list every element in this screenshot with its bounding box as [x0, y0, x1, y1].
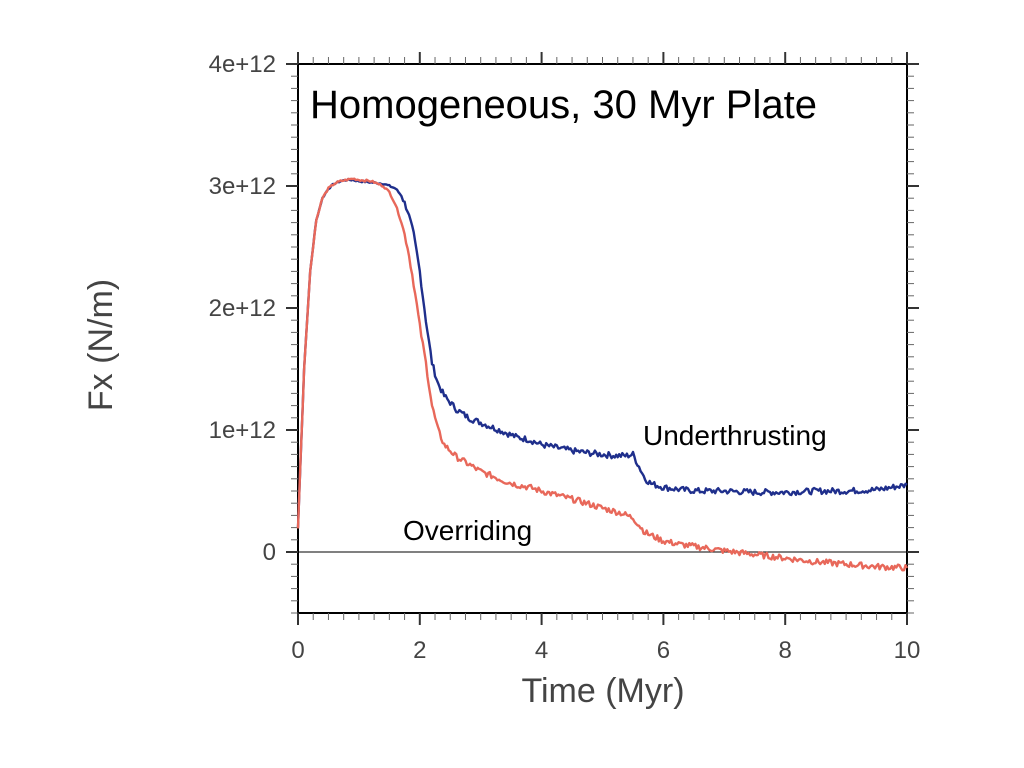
y-tick-label: 1e+12: [209, 417, 276, 444]
x-tick-label: 0: [291, 637, 304, 664]
series-line-underthrusting: [296, 177, 908, 528]
x-tick-label: 6: [657, 637, 670, 664]
x-tick-label: 4: [535, 637, 548, 664]
x-tick-label: 10: [894, 637, 921, 664]
y-axis-label: Fx (N/m): [82, 279, 120, 411]
y-tick-label: 4e+12: [209, 51, 276, 78]
series-line-overriding: [296, 177, 909, 572]
chart-title: Homogeneous, 30 Myr Plate: [310, 83, 817, 127]
x-axis-label: Time (Myr): [521, 672, 684, 710]
x-tick-label: 8: [779, 637, 792, 664]
figure-panel: [78, 52, 923, 710]
annotation-underthrusting: Underthrusting: [643, 420, 827, 451]
y-tick-label: 0: [263, 539, 276, 566]
plot-layer: 0 2 4 6 8 10 0 1e+12 2e+12 3e+12 4e+12: [209, 51, 921, 664]
y-tick-label: 3e+12: [209, 173, 276, 200]
y-tick-label: 2e+12: [209, 295, 276, 322]
x-tick-label: 2: [413, 637, 426, 664]
annotation-overriding: Overriding: [403, 515, 532, 546]
